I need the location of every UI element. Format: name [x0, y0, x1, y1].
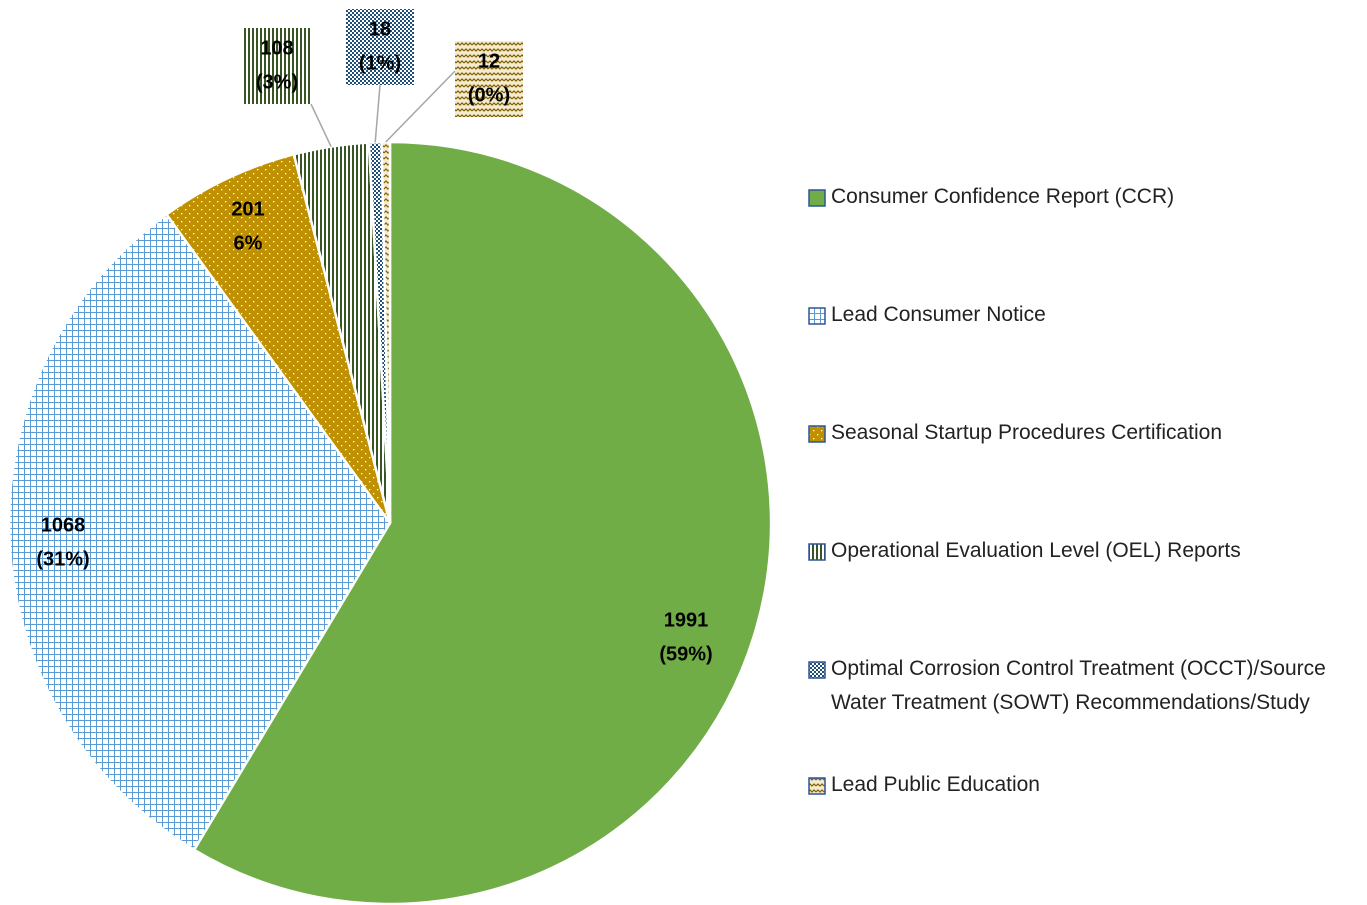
data-label: 12	[478, 50, 500, 72]
legend-item: Lead Consumer Notice	[808, 298, 1348, 332]
legend-swatch	[808, 777, 826, 795]
pie-slice	[7, 212, 392, 852]
label-box	[455, 41, 523, 117]
data-label: 108	[260, 37, 293, 59]
legend-swatch	[808, 307, 826, 325]
label-box	[346, 9, 414, 85]
legend-swatch	[808, 425, 826, 443]
legend-label: Operational Evaluation Level (OEL) Repor…	[831, 539, 1241, 562]
label-box	[243, 28, 311, 104]
leader-line	[374, 84, 381, 143]
leader-line	[385, 70, 456, 143]
data-label-percent: (59%)	[659, 643, 712, 665]
data-label-percent: (0%)	[468, 84, 510, 106]
legend-swatch	[808, 661, 826, 679]
leader-line	[310, 103, 332, 147]
legend-label: Lead Public Education	[831, 773, 1040, 796]
legend-label: Seasonal Startup Procedures Certificatio…	[831, 421, 1223, 444]
data-label-percent: (3%)	[256, 71, 298, 93]
legend-label: Lead Consumer Notice	[831, 303, 1046, 326]
pie-slice	[164, 152, 392, 524]
legend-label: Consumer Confidence Report (CCR)	[831, 185, 1175, 208]
legend-swatch	[808, 543, 826, 561]
data-label: 201	[231, 198, 264, 220]
legend-item: Operational Evaluation Level (OEL) Repor…	[808, 534, 1348, 568]
legend-swatch	[808, 189, 826, 207]
data-label-percent: (1%)	[359, 52, 401, 74]
legend-label: Optimal Corrosion Control Treatment (OCC…	[831, 657, 1326, 714]
pie-slice	[192, 140, 773, 905]
legend-item: Seasonal Startup Procedures Certificatio…	[808, 416, 1348, 450]
data-label: 1068	[41, 514, 86, 536]
legend-item: Optimal Corrosion Control Treatment (OCC…	[808, 652, 1348, 720]
data-label-percent: 6%	[234, 232, 263, 254]
legend-item: Consumer Confidence Report (CCR)	[808, 180, 1348, 214]
data-label: 1991	[664, 609, 709, 631]
legend-item: Lead Public Education	[808, 768, 1348, 802]
data-label-percent: (31%)	[36, 548, 89, 570]
data-label: 18	[369, 18, 391, 40]
